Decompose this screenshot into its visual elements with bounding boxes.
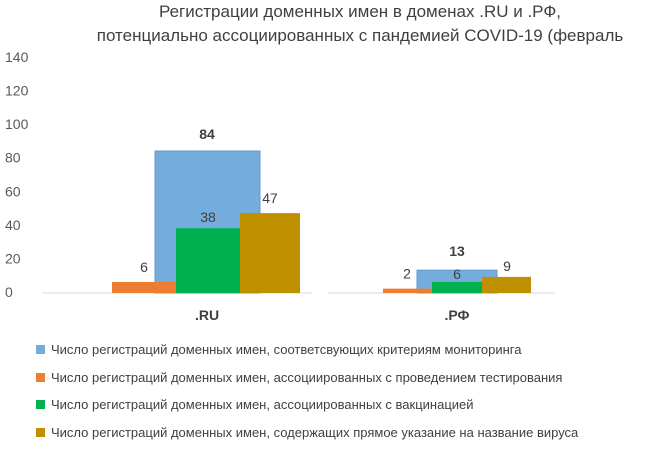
legend-label: Число регистраций доменных имен, содержа…: [51, 424, 579, 440]
y-tick-label: 140: [5, 49, 29, 65]
x-category-label: .RU: [195, 307, 219, 323]
data-label: 6: [453, 266, 461, 282]
y-tick-label: 100: [5, 116, 29, 132]
data-label: 2: [403, 266, 411, 282]
data-label: 9: [503, 258, 511, 274]
y-tick-label: 120: [5, 83, 29, 99]
bar-4-ru: [240, 213, 300, 293]
y-tick-label: 20: [5, 250, 21, 266]
y-tick-label: 40: [5, 217, 21, 233]
legend-item: Число регистраций доменных имен, ассоции…: [36, 397, 474, 412]
y-tick-label: 80: [5, 150, 21, 166]
data-label: 13: [449, 243, 465, 259]
y-tick-label: 60: [5, 183, 21, 199]
legend-swatch: [36, 372, 45, 382]
legend-swatch: [36, 427, 45, 437]
legend-label: Число регистраций доменных имен, соответ…: [51, 342, 522, 357]
chart-title-line-1: Регистрации доменных имен в доменах .RU …: [159, 2, 561, 21]
bar-3-ru: [176, 228, 240, 293]
bar-2-rf: [383, 288, 432, 293]
bar-3-rf: [432, 281, 482, 293]
data-label: 47: [262, 190, 278, 206]
chart-title-line-2: потенциально ассоциированных с пандемией…: [96, 26, 624, 45]
bar-2-ru: [112, 281, 176, 293]
bar-4-rf: [482, 276, 531, 293]
legend-swatch: [36, 400, 45, 409]
plot-area: 0 20 40 60 80 100 120 140 .RU 84 6 38 47 .РФ 13 2 6 9: [5, 49, 555, 323]
legend-item: Число регистраций доменных имен, соответ…: [36, 342, 521, 357]
legend-swatch: [36, 345, 45, 354]
y-tick-label: 0: [5, 284, 13, 300]
legend-label: Число регистраций доменных имен, ассоции…: [51, 397, 474, 412]
legend-item: Число регистраций доменных имен, ассоции…: [36, 370, 562, 385]
data-label: 6: [140, 259, 148, 275]
x-category-label: .РФ: [445, 307, 470, 323]
legend-label: Число регистраций доменных имен, ассоции…: [51, 369, 563, 385]
data-label: 38: [200, 209, 216, 225]
legend-item: Число регистраций доменных имен, содержа…: [36, 425, 578, 440]
data-label: 84: [199, 126, 215, 142]
